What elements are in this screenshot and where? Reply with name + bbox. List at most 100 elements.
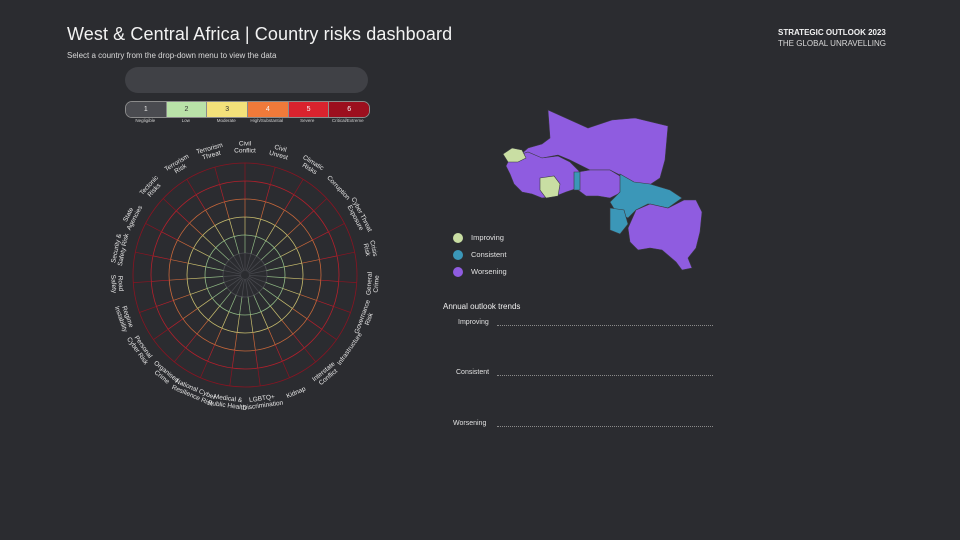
radar-spoke-segment [135,251,154,257]
radar-spoke-segment [202,235,217,248]
legend-label-improving: Improving [471,233,504,242]
radar-spoke-segment [328,223,345,233]
radar-axis-label: Corruption [325,175,351,202]
radar-spoke-segment [221,311,230,329]
radar-spoke-segment [260,311,269,329]
scale-label-3: Moderate [216,118,236,123]
radar-spoke-segment [188,262,206,268]
radar-spoke-segment [246,256,257,272]
radar-spoke-segment [248,276,266,283]
radar-spoke-segment [177,239,194,249]
radar-spoke-segment [282,288,300,295]
radar-spoke-segment [233,256,244,272]
radar-spoke-segment [247,296,251,315]
radar-spoke-segment [145,223,162,233]
risk-radar-chart: Civil Conflict CivilUnrest ClimaticRisksCor… [109,141,381,413]
radar-spoke-segment [207,282,225,289]
map-region-improving-senegal[interactable] [502,147,527,163]
radar-spoke-segment [182,308,198,320]
radar-spoke-segment [313,198,328,212]
radar-spoke-segment [321,328,337,340]
region-map[interactable] [470,100,720,280]
radar-spoke-segment [319,255,338,260]
radar-spoke-segment [257,368,261,387]
radar-spoke-segment [265,225,276,242]
radar-axis-label: Infrastructure [336,331,364,367]
radar-spoke-segment [238,253,245,272]
radar-spoke-segment [229,219,235,237]
radar-spoke-segment [214,225,225,242]
radar-spoke-segment [174,347,186,363]
radar-spoke-segment [255,219,261,237]
radar-spoke-segment [241,278,245,297]
radar-spoke-segment [296,239,313,249]
trend-label-consistent: Consistent [456,369,490,376]
radar-spoke-segment [151,279,170,282]
radar-spoke-segment [195,194,206,211]
radar-spoke-segment [190,288,208,295]
radar-spoke-segment [247,277,260,293]
radar-spoke-segment [186,179,197,195]
radar-spoke-segment [250,314,254,333]
scale-level-3: 3 [207,102,249,117]
scale-level-6: 6 [329,102,369,117]
brand-title: STRATEGIC OUTLOOK 2023 [778,28,886,37]
radar-spoke-segment [205,276,224,279]
trend-label-worsening: Worsening [453,420,487,427]
legend-item-worsening: Worsening [453,263,507,280]
map-region-consistent-ghana[interactable] [573,171,581,191]
radar-spoke-segment [228,295,237,312]
radar-spoke-segment [273,235,288,248]
radar-axis-label: CrisisRisk [361,240,378,259]
radar-axis-label: StateAgencies [119,201,144,232]
radar-spoke-segment [312,231,329,241]
scale-level-1: 1 [126,102,167,117]
radar-spoke-segment [197,297,213,309]
radar-spoke-segment [247,259,262,273]
page-subtitle: Select a country from the drop-down menu… [67,51,277,60]
legend-dot-consistent [453,249,463,260]
radar-spoke-segment [306,318,322,330]
radar-spoke-segment [281,319,294,335]
radar-axis-label: TerrorismThreat [196,142,226,163]
radar-spoke-segment [248,264,265,274]
radar-spoke-segment [266,276,285,279]
radar-spoke-segment [236,314,240,333]
map-region-worsening-coast[interactable] [577,169,623,199]
radar-spoke-segment [274,344,283,362]
radar-axis-label: Kidnap [286,385,308,400]
radar-spoke-segment [253,295,262,312]
radar-axis-label: CivilUnrest [268,143,290,162]
radar-spoke-segment [246,278,255,296]
scale-label-6: Critical/Extreme [331,118,364,123]
radar-spoke-segment [293,179,304,195]
map-region-worsening-west[interactable] [505,151,581,199]
radar-spoke-segment [214,328,223,345]
legend-item-consistent: Consistent [453,246,507,263]
radar-axis-label: Security &Safety Risk [110,231,131,267]
map-region-worsening-drc[interactable] [627,199,703,271]
radar-spoke-segment [207,344,216,362]
radar-spoke-segment [292,333,305,349]
radar-spoke-segment [256,240,267,257]
country-dropdown[interactable] [125,67,368,93]
radar-spoke-segment [250,236,257,254]
page-title: West & Central Africa | Country risks da… [67,24,453,44]
map-countries[interactable] [502,109,703,271]
radar-spoke-segment [245,253,252,272]
radar-spoke-segment [173,294,191,301]
radar-axis-label: Civil Conflict [234,141,256,155]
radar-axis-label: TectonicRisks [139,174,166,202]
radar-spoke-segment [304,347,316,363]
legend-item-improving: Improving [453,229,507,246]
radar-spoke-segment [169,278,188,281]
radar-spoke-segment [301,259,320,264]
radar-spoke-segment [277,297,293,309]
radar-spoke-segment [233,236,240,254]
radar-spoke-segment [153,328,169,340]
radar-spoke-segment [248,277,264,288]
map-region-improving-ivorycoast[interactable] [539,175,561,199]
trend-line-improving [497,325,713,326]
map-region-consistent-gabon[interactable] [609,207,629,235]
radar-spoke-segment [258,291,271,307]
